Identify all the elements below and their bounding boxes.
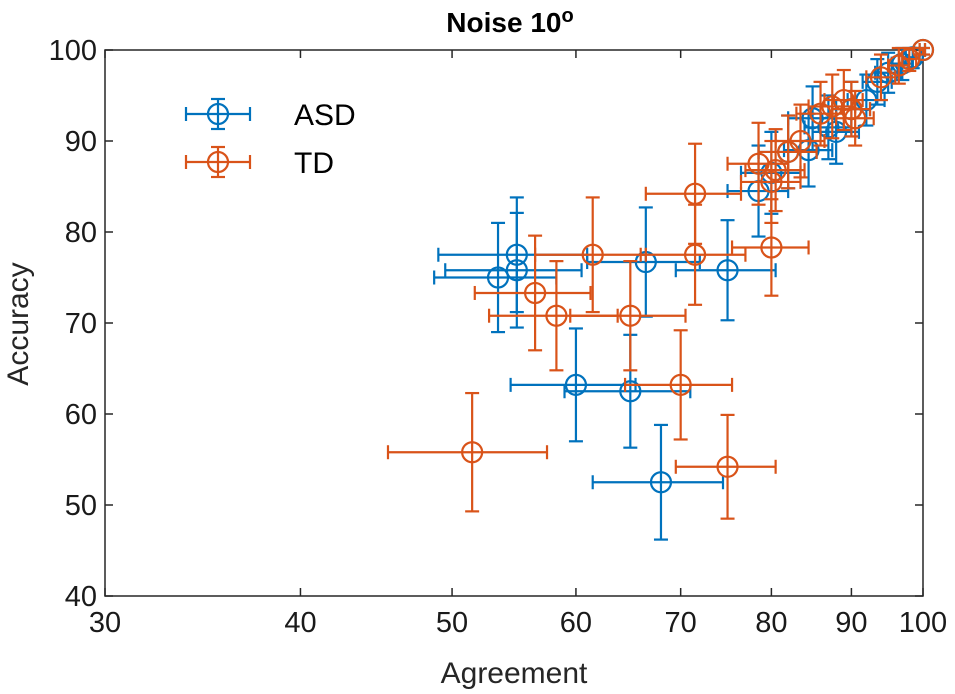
point-asd-7 [674, 219, 777, 322]
x-tick-label-40: 40 [284, 607, 316, 639]
point-td-23 [911, 38, 935, 62]
x-tick-label-50: 50 [436, 607, 468, 639]
point-td-10 [726, 121, 790, 206]
legend-item-asd: ASD [184, 97, 356, 132]
point-asd-0-marker [486, 266, 510, 289]
x-tick-label-90: 90 [835, 607, 867, 639]
point-td-23-marker [911, 38, 935, 62]
point-td-11 [739, 139, 802, 224]
point-td-19-marker [844, 107, 867, 130]
point-asd-6 [591, 423, 725, 541]
point-td-0 [386, 391, 549, 513]
series-td [386, 38, 935, 520]
x-axis-label: Agreement [441, 657, 588, 690]
point-td-8-marker [716, 455, 739, 478]
series-layer [386, 38, 935, 541]
point-td-7-marker [683, 243, 707, 266]
chart-title: Noise 10o [446, 5, 573, 38]
point-td-0-marker [461, 441, 484, 464]
point-asd-5 [586, 206, 701, 318]
y-tick-label-100: 100 [49, 35, 97, 67]
y-tick-label-60: 60 [65, 399, 97, 431]
legend-marker-asd-marker [206, 102, 230, 126]
legend-label-asd: ASD [294, 99, 356, 132]
y-tick-label-50: 50 [65, 490, 97, 522]
point-td-20 [865, 53, 897, 102]
chart-title-text: Noise 10 [446, 7, 561, 38]
legend-marker-td [184, 145, 252, 179]
point-td-7 [639, 203, 747, 306]
point-td-12-marker [764, 159, 787, 182]
legend: ASD TD [184, 97, 356, 180]
y-axis-label: Accuracy [2, 262, 35, 385]
point-asd-4-marker [619, 380, 642, 403]
point-td-8 [674, 413, 777, 520]
point-td-15-marker [809, 102, 832, 125]
point-td-9-marker [760, 236, 783, 259]
point-asd-6-marker [649, 471, 673, 494]
point-td-2-marker [545, 304, 568, 327]
x-tick-label-70: 70 [665, 607, 697, 639]
point-td-5 [623, 329, 734, 441]
point-td-5-marker [669, 373, 692, 396]
x-tick-label-100: 100 [899, 607, 947, 639]
legend-marker-asd [184, 97, 252, 131]
point-td-1-marker [524, 281, 547, 305]
point-td-19 [835, 89, 875, 147]
point-asd-3 [509, 327, 637, 443]
legend-marker-td-marker [206, 150, 230, 174]
y-tick-label-90: 90 [65, 126, 97, 158]
point-td-4 [569, 260, 687, 372]
legend-label-td: TD [294, 147, 334, 180]
point-asd-2 [444, 211, 583, 329]
point-td-14-marker [789, 129, 812, 153]
point-td-22 [898, 46, 921, 73]
chart-title-superscript: o [561, 5, 573, 27]
y-tick-label-80: 80 [65, 217, 97, 249]
point-asd-2-marker [505, 259, 528, 282]
point-td-20-marker [869, 66, 893, 89]
y-tick-label-40: 40 [65, 581, 97, 613]
point-td-4-marker [619, 304, 642, 327]
point-asd-7-marker [716, 259, 739, 282]
point-td-3-marker [581, 243, 604, 266]
y-tick-label-70: 70 [65, 308, 97, 340]
point-asd-3-marker [564, 373, 588, 396]
x-tick-label-80: 80 [755, 607, 787, 639]
x-tick-label-30: 30 [89, 607, 121, 639]
x-tick-label-60: 60 [560, 607, 592, 639]
point-td-11-marker [760, 170, 783, 194]
legend-item-td: TD [184, 145, 334, 180]
